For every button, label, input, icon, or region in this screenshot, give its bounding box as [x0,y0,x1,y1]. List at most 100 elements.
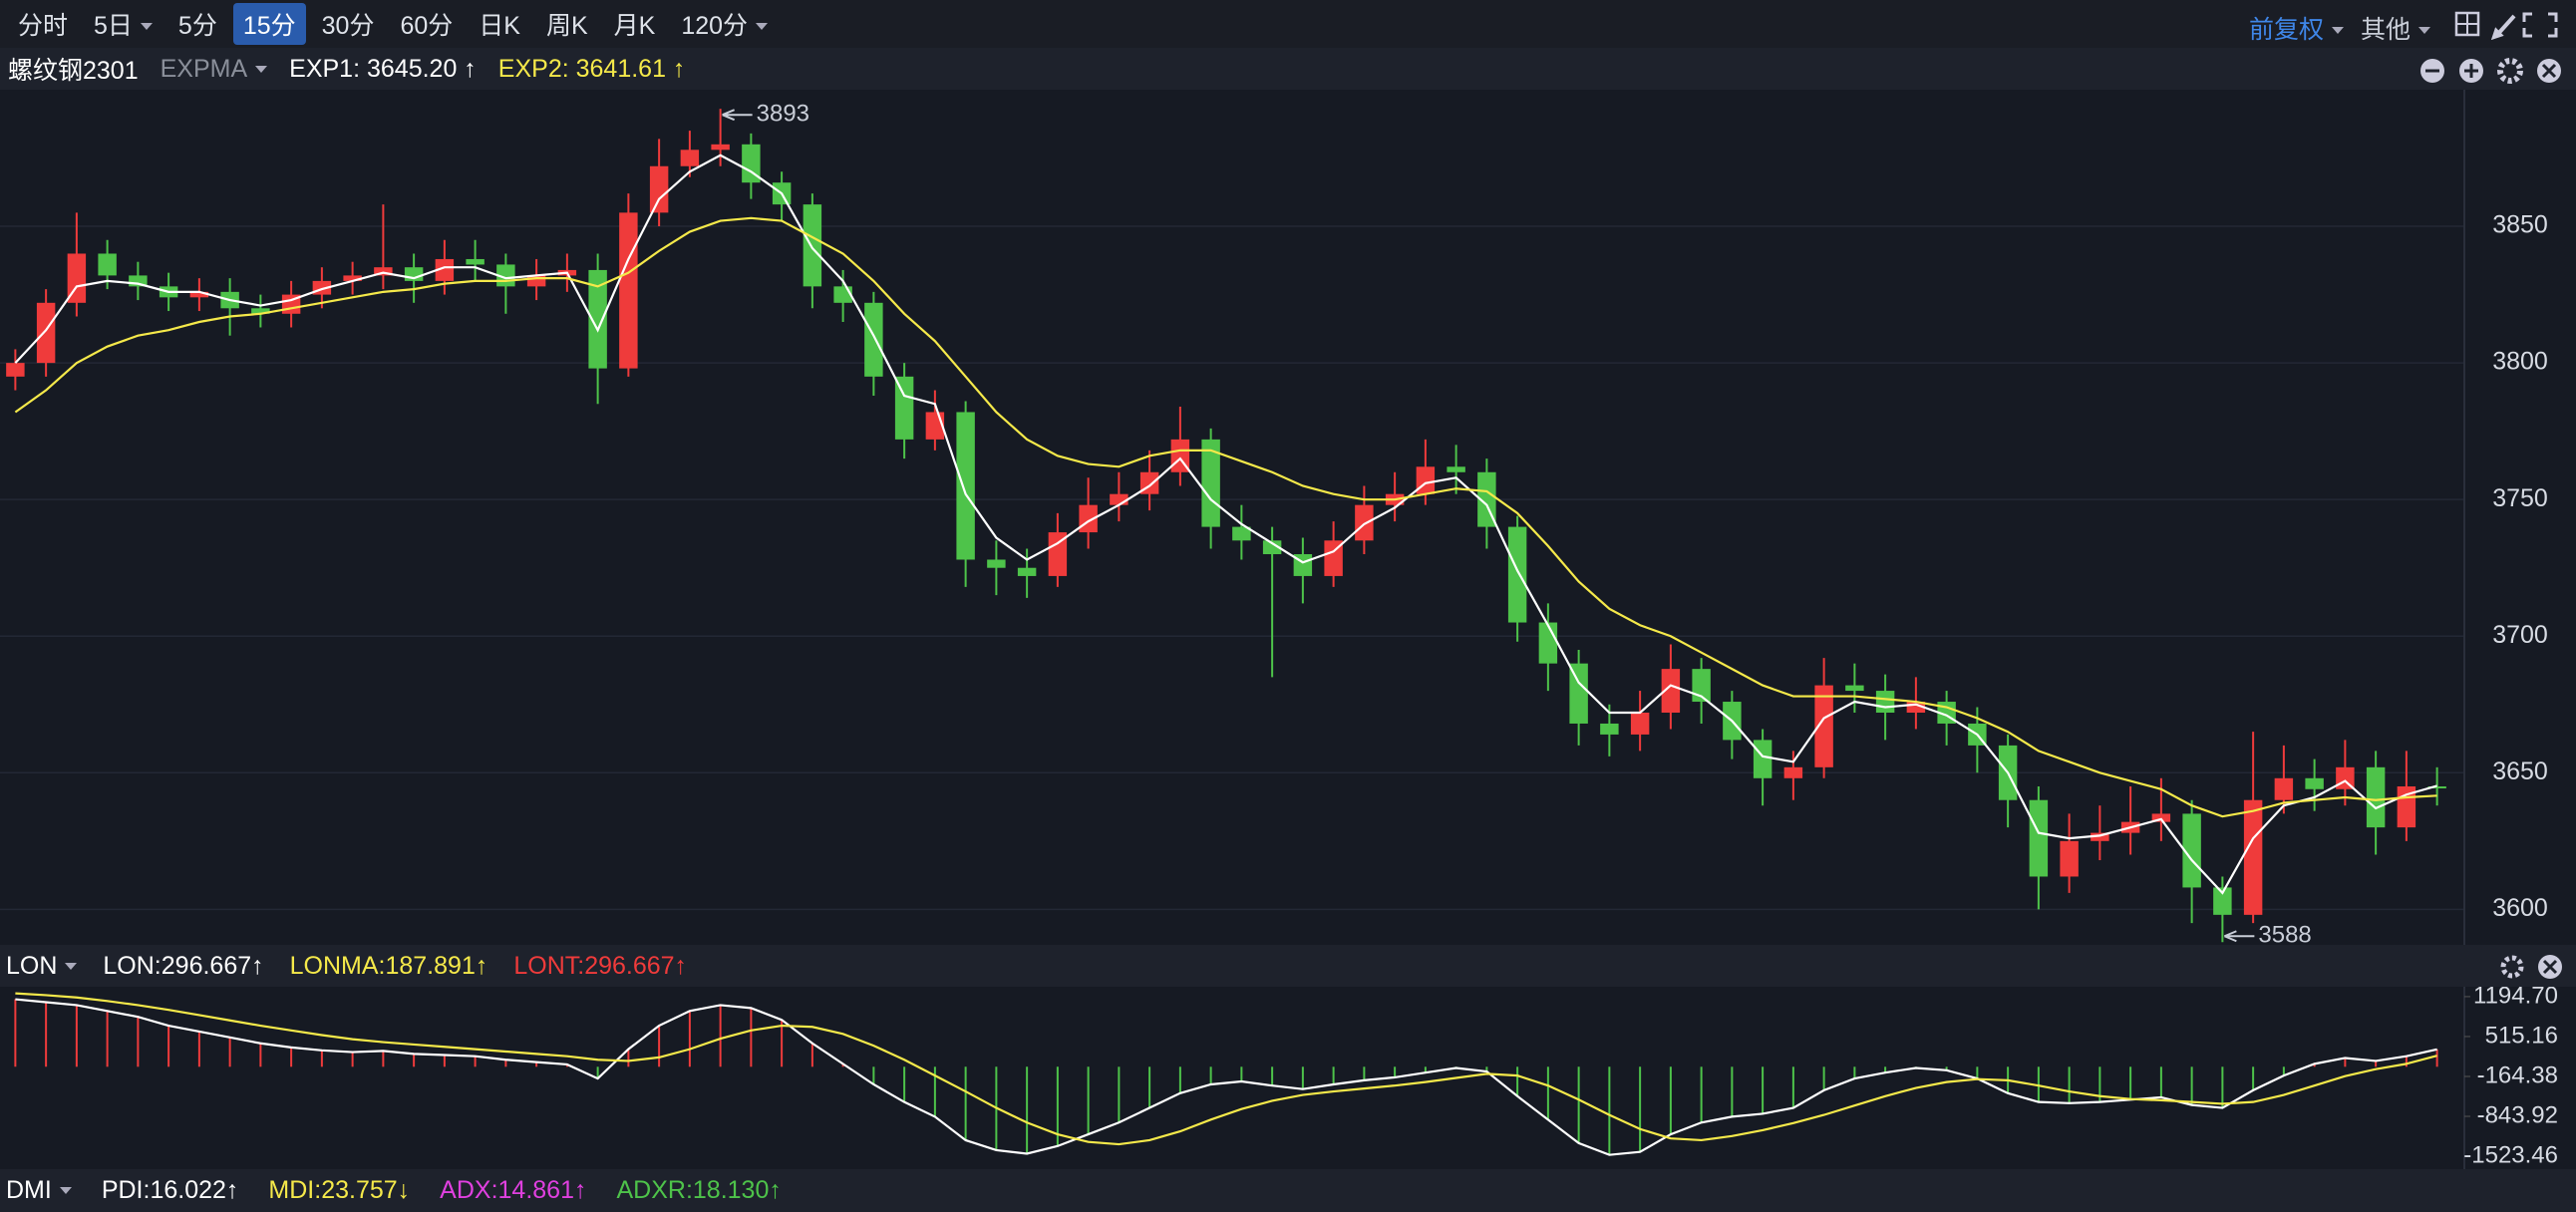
y-tick-label: -1523.46 [2463,1141,2558,1168]
y-tick-label: 3800 [2492,348,2548,376]
y-tick-label: -843.92 [2477,1101,2558,1128]
period-button[interactable]: 15分 [232,3,306,45]
candle-body [67,253,87,303]
annotation-arrow [2223,930,2255,943]
candle-body [2029,799,2049,877]
legend-entry: EXP2: 3641.61 ↑ [497,54,686,83]
legend-entry: LONT:296.667↑ [513,951,688,980]
y-tick-label: 515.16 [2485,1022,2558,1049]
candle-body [803,204,822,287]
candle-body [6,363,25,377]
fullscreen-icon[interactable] [2522,12,2558,38]
period-button[interactable]: 5日 [84,3,162,45]
candle-body [1783,766,1803,778]
candle-body [987,559,1006,568]
lon-menu[interactable]: LON [6,952,77,981]
adjust-menu[interactable]: 前复权 [2249,10,2344,46]
candle-body [1630,712,1650,735]
candle-body [894,376,914,440]
candle-body [1906,702,1926,713]
toolbar-icons [2454,11,2558,40]
settings-icon[interactable] [2500,955,2524,979]
candle-body [1017,567,1037,576]
period-button[interactable]: 分时 [18,12,69,40]
period-button[interactable]: 60分 [400,12,454,40]
indicator-line [15,992,2437,1146]
candle-body [98,253,117,276]
legend-entry: PDI:16.022↑ [101,1176,239,1204]
candle-body [36,302,56,364]
candle-body [2274,777,2294,800]
price-chart: 3600 3650 3700 3750 3800 3850 3893 3588 [0,90,2548,945]
chart-header: 螺纹钢2301 EXPMA EXP1: 3645.20 ↑ EXP2: 3641.… [0,48,2576,90]
candle-body [1753,740,1772,778]
y-tick-label: -164.38 [2477,1061,2558,1088]
candle-body [2243,799,2263,915]
candle-body [1416,466,1436,494]
candle-body [2182,813,2201,888]
candle-body [1569,663,1588,724]
annotation-arrow [722,109,753,122]
candle-body [1355,504,1374,541]
candle-body [2091,832,2109,841]
candle-body [956,412,975,560]
indicator-line [14,216,2437,818]
indicator-line [15,998,2437,1156]
period-button[interactable]: 120分 [671,3,778,45]
y-tick-label: 3650 [2492,758,2548,785]
dmi-header: DMI PDI:16.022↑ MDI:23.757↓ ADX:14.861↑ ADX… [0,1169,2576,1212]
candle-body [1110,493,1128,505]
y-tick-label: 3700 [2492,621,2548,649]
layout-icon-grid [2456,13,2478,35]
candle-body [343,275,362,281]
candle-body [711,144,730,151]
legend-entry: ADX:14.861↑ [440,1176,587,1204]
candle-body [1538,622,1558,664]
candle-body [526,275,546,287]
candle-body [374,267,393,276]
candle-body [129,275,148,287]
other-menu[interactable]: 其他 [2361,10,2430,46]
y-tick-label: 1194.70 [2473,987,2558,1009]
candle-body [2427,786,2446,789]
candle-body [435,258,455,281]
legend-entry: LONMA:187.891↑ [289,951,488,980]
candle-body [1600,723,1619,735]
panel-icons [2420,58,2561,84]
y-tick-label: 3750 [2492,484,2548,512]
candle-body [2060,840,2079,877]
candle-body [649,165,669,213]
y-tick-label: 3600 [2492,894,2548,922]
period-button[interactable]: 30分 [321,12,375,40]
lon-header: LON LON:296.667↑ LONMA:187.891↑ LONT:296.6… [0,945,2576,987]
period-button[interactable]: 月K [613,12,656,40]
lon-chart: 1194.70 515.16 -164.38 -843.92 -1523.46 [14,987,2558,1169]
lon-icons [2500,955,2562,979]
candle-body [466,258,484,265]
candle-body [588,269,607,369]
indicator-menu[interactable]: EXPMA [161,55,268,84]
candle-body [619,212,638,369]
candle-body [2305,777,2324,789]
candle-body [1048,532,1068,576]
candle-body [2366,766,2386,828]
candle-body [1262,540,1282,555]
candle-body [1324,540,1343,576]
legend-entry: EXP1: 3645.20 ↑ [289,54,477,83]
legend-entry: MDI:23.757↓ [268,1176,411,1204]
period-button[interactable]: 日K [479,12,520,40]
candle-body [1814,685,1833,767]
period-button[interactable]: 5分 [177,12,217,40]
candle-body [1201,439,1220,527]
period-button[interactable]: 周K [545,12,588,40]
settings-icon[interactable] [2497,58,2523,84]
draw-icon[interactable] [2490,14,2516,40]
symbol: 螺纹钢2301 [8,57,139,85]
toolbar: 分时 5日 5分 15分 30分 60分 日K 周K 月K 120分 [0,0,2576,48]
candle-body [1875,691,1895,713]
candle-body [2213,887,2232,915]
dmi-menu[interactable]: DMI [6,1176,72,1205]
candle-body [1447,466,1465,472]
indicator-line [14,153,2437,895]
